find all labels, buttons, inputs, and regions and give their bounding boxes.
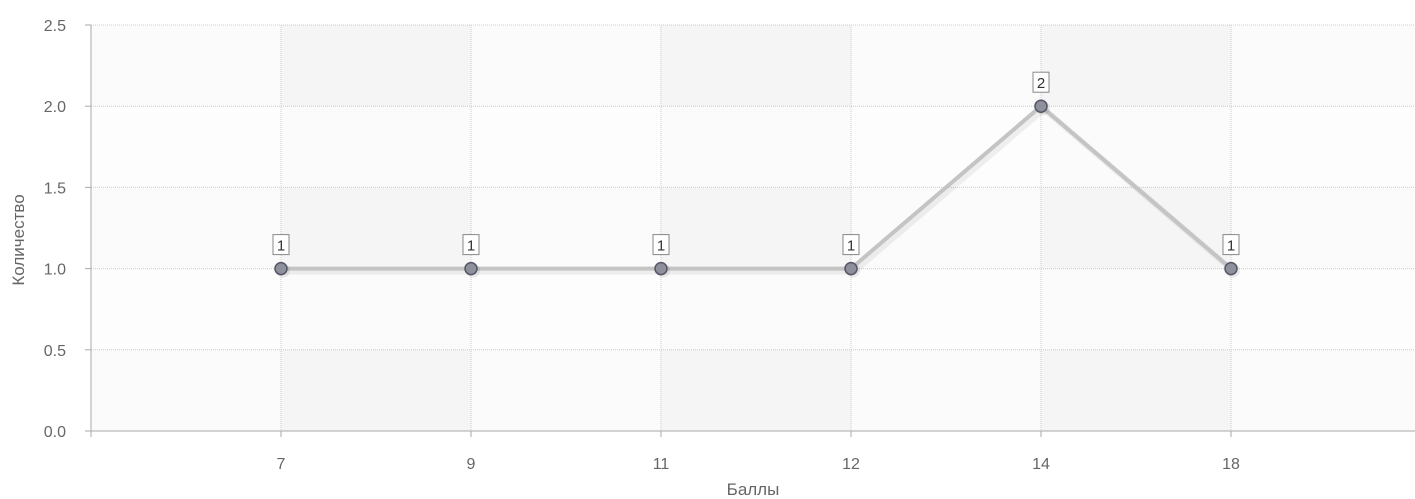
plot-band [1041,25,1231,431]
plot-band [471,25,661,431]
data-point [274,261,288,276]
data-label: 1 [272,234,290,256]
data-label-box [462,234,480,256]
series-line-path [281,104,1233,271]
y-tick-label: 2.5 [44,18,66,35]
data-label-box [1222,234,1240,256]
x-axis-tick-labels: 7 9 11 12 14 18 [277,456,1240,473]
data-label-box [1032,71,1050,93]
data-point [844,261,858,276]
axes [85,24,1415,437]
data-label: 1 [1222,234,1240,256]
x-tick-label: 18 [1222,456,1240,473]
series-points [274,99,1240,278]
data-label-box [842,234,860,256]
data-point [654,261,668,276]
y-axis-tick-labels: 0.0 0.5 1.0 1.5 2.0 2.5 [44,18,66,441]
y-tick-label: 1.0 [44,262,66,279]
data-label: 1 [652,234,670,256]
data-label-text: 1 [847,238,855,255]
data-point [464,261,478,276]
data-label-text: 1 [277,238,285,255]
y-axis-title: Количество [9,194,28,285]
y-tick-label: 2.0 [44,99,66,116]
data-label-box [272,234,290,256]
data-label: 1 [842,234,860,256]
data-label-text: 1 [467,238,475,255]
plot-band-horizontal [91,268,1415,350]
data-label-text: 1 [1227,238,1235,255]
plot-band [1231,25,1415,431]
data-label: 1 [462,234,480,256]
x-tick-label: 9 [467,456,476,473]
data-label-text: 1 [657,238,665,255]
x-axis-title: Баллы [727,480,780,499]
series-line [281,104,1236,275]
x-tick-label: 14 [1032,456,1050,473]
data-label: 2 [1032,71,1050,93]
y-tick-label: 1.5 [44,180,66,197]
y-tick-label: 0.5 [44,343,66,360]
y-tick-label: 0.0 [44,424,66,441]
grid-lines [91,24,1415,432]
data-point [1224,261,1238,276]
plot-band [281,25,471,431]
x-tick-label: 12 [842,456,860,473]
data-point [1034,99,1048,113]
plot-background-bands [91,25,1415,431]
x-tick-label: 11 [653,456,670,473]
plot-band [91,25,281,431]
plot-band-horizontal [91,106,1415,188]
x-tick-label: 7 [277,456,286,473]
data-label-text: 2 [1037,75,1045,92]
plot-band [851,25,1041,431]
data-labels: 1 1 1 1 2 1 [272,71,1240,256]
data-label-box [652,234,670,256]
plot-band [661,25,851,431]
